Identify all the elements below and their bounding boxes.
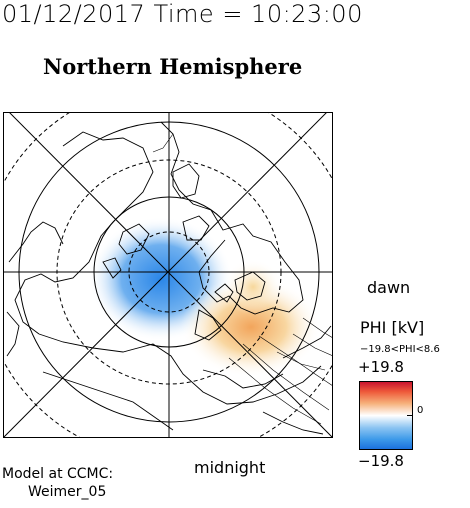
- map-title: Northern Hemisphere: [43, 54, 303, 79]
- colorbar-max-label: +19.8: [358, 358, 404, 376]
- colorbar-zero-label: 0: [417, 405, 424, 416]
- midnight-label: midnight: [194, 458, 266, 477]
- model-name: Weimer_05: [28, 484, 107, 500]
- dawn-label: dawn: [367, 278, 411, 297]
- meridians: [3, 112, 333, 438]
- timestamp: 01/12/2017 Time = 10:23:00: [2, 0, 363, 28]
- polar-map: [3, 112, 333, 438]
- colorbar-min-label: −19.8: [358, 452, 404, 470]
- colorbar-gradient: [359, 381, 413, 450]
- colorbar-range: −19.8<PHI<8.6: [360, 344, 440, 355]
- colorbar: [359, 381, 413, 450]
- colorbar-title: PHI [kV]: [360, 318, 425, 337]
- positive-potential-cell-upper: [223, 259, 283, 315]
- positive-potential-cell: [181, 277, 321, 377]
- model-label: Model at CCMC:: [2, 466, 114, 482]
